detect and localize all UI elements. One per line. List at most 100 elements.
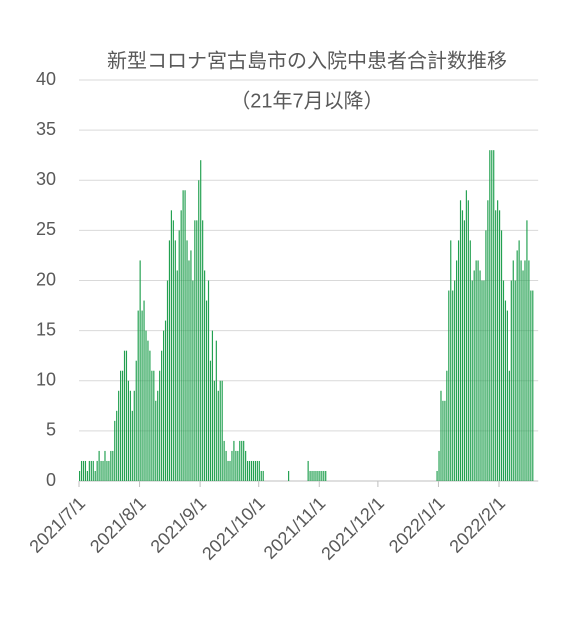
bar <box>483 280 485 481</box>
bar <box>510 280 512 481</box>
y-tick-label: 25 <box>36 219 56 239</box>
bar <box>323 470 325 481</box>
bar <box>500 230 503 481</box>
bar <box>209 360 212 481</box>
bar <box>260 470 262 481</box>
bar <box>116 410 118 481</box>
x-tick-label: 2022/2/1 <box>445 493 509 557</box>
bar <box>520 260 522 481</box>
bar <box>463 220 466 481</box>
bar <box>108 460 110 481</box>
bar <box>168 240 171 481</box>
bar <box>526 220 528 481</box>
bar <box>452 290 454 481</box>
x-tick-label: 2021/7/1 <box>25 493 89 557</box>
bar <box>190 250 192 481</box>
bar <box>184 190 186 481</box>
bar <box>135 360 137 481</box>
y-tick-label: 30 <box>36 169 56 189</box>
bar <box>164 320 167 481</box>
bar <box>106 460 108 481</box>
bar <box>467 200 469 482</box>
bar <box>475 260 477 481</box>
bar <box>166 280 169 481</box>
bar <box>502 280 505 481</box>
bar <box>440 390 442 481</box>
bar <box>481 280 483 481</box>
bar <box>532 290 534 481</box>
bar <box>86 470 88 481</box>
bar <box>448 290 450 481</box>
y-tick-label: 15 <box>36 319 56 339</box>
bar <box>215 340 217 481</box>
bar <box>219 380 221 481</box>
bar <box>137 310 139 481</box>
bar <box>176 270 178 481</box>
x-tick-label: 2021/10/1 <box>198 493 269 564</box>
bar <box>250 460 253 481</box>
bar <box>155 400 157 481</box>
bar <box>213 380 215 481</box>
bar <box>491 150 493 482</box>
bar <box>313 470 315 481</box>
bar <box>211 330 214 481</box>
bar <box>473 270 475 481</box>
bar <box>465 190 467 481</box>
bar <box>516 250 518 481</box>
bar <box>477 260 479 481</box>
bar <box>493 150 495 482</box>
bar <box>241 440 243 481</box>
bar <box>245 450 247 481</box>
bar <box>204 270 206 481</box>
bar <box>239 440 241 481</box>
bar <box>92 460 94 481</box>
bar <box>454 280 456 481</box>
bar <box>485 230 487 481</box>
bar <box>149 350 151 481</box>
bar <box>98 450 100 481</box>
bar <box>198 180 200 481</box>
bar <box>248 460 251 481</box>
bar <box>262 470 264 481</box>
bar <box>84 460 87 481</box>
bar <box>194 220 196 481</box>
bar <box>157 390 159 481</box>
bar <box>450 240 452 481</box>
bar <box>114 420 116 481</box>
bar <box>307 460 309 481</box>
bar <box>188 260 190 481</box>
bar <box>229 460 231 481</box>
bar <box>127 380 130 481</box>
bar <box>207 280 210 481</box>
bar <box>504 300 507 481</box>
bar <box>514 280 516 481</box>
bar <box>528 260 530 481</box>
bar <box>186 240 188 481</box>
bar <box>524 260 526 481</box>
bar <box>237 450 239 481</box>
bar <box>256 460 258 481</box>
x-tick-label: 2021/12/1 <box>317 493 388 564</box>
bar <box>163 330 165 481</box>
bar <box>143 300 145 481</box>
bar <box>309 470 311 481</box>
bar <box>131 410 133 481</box>
bar <box>80 460 83 481</box>
bar <box>129 390 131 481</box>
bar <box>479 270 481 481</box>
bar <box>325 470 327 481</box>
y-tick-label: 5 <box>46 420 56 440</box>
bar <box>153 370 155 481</box>
y-tick-label: 0 <box>46 470 56 490</box>
bar <box>141 310 143 481</box>
bar <box>104 450 106 481</box>
bar <box>506 310 508 481</box>
bar <box>227 460 229 481</box>
bar <box>530 290 532 481</box>
bar <box>436 470 438 481</box>
bar <box>321 470 323 481</box>
bar <box>522 270 524 481</box>
bar <box>205 300 208 481</box>
bar <box>243 440 245 481</box>
bar <box>192 280 194 481</box>
